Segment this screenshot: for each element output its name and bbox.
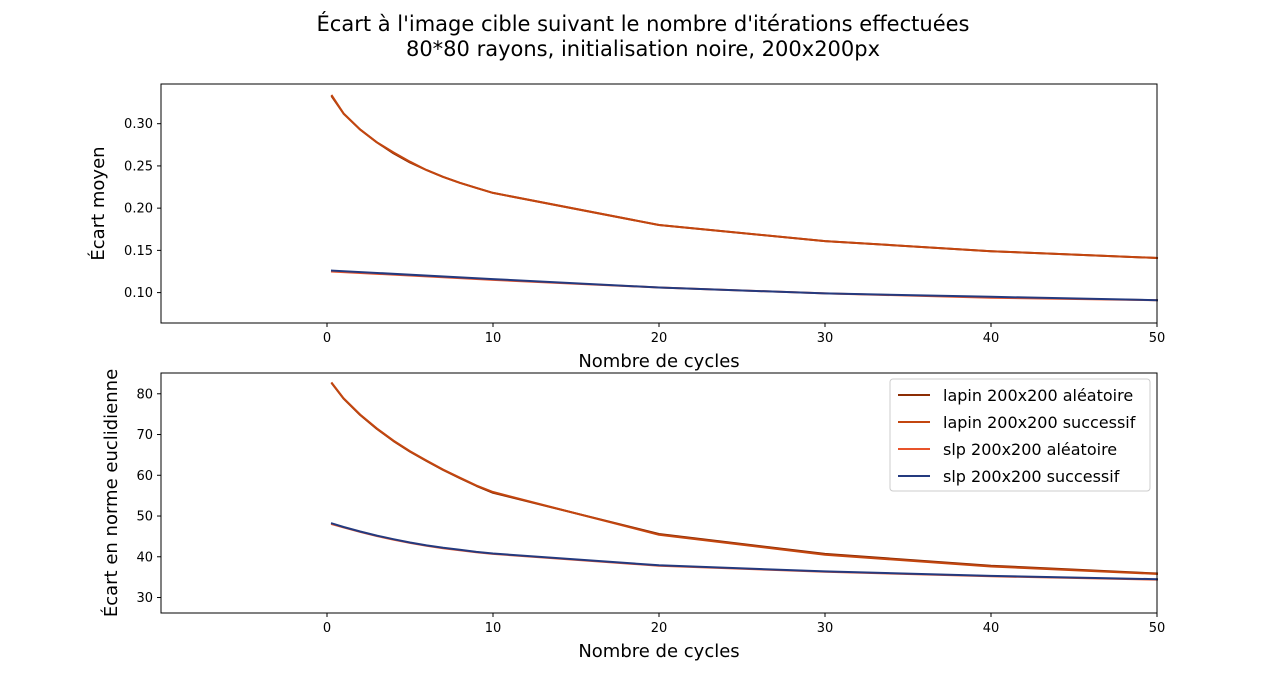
x-tick-label: 10 [485,331,502,346]
x-tick-label: 0 [323,331,331,346]
legend-label-0: lapin 200x200 aléatoire [943,386,1133,405]
top-subplot: 0 10 20 30 40 50 0.10 0.15 0.20 0.25 0.30 Nombre de… [87,83,1166,372]
series-line-0-1 [330,94,1159,260]
chart-title: Écart à l'image cible suivant le nombre … [0,12,1286,62]
y-axis-label: Écart moyen [87,146,109,260]
y-tick-label: 0.30 [124,117,153,132]
x-tick-label: 40 [983,621,1000,636]
y-tick-label: 80 [136,387,153,402]
axes-frame [160,83,1158,324]
y-tick-label: 0.25 [124,159,153,174]
legend: lapin 200x200 aléatoire lapin 200x200 suc… [889,378,1151,492]
x-tick-label: 0 [323,621,331,636]
y-tick-label: 0.10 [124,286,153,301]
x-tick-label: 10 [485,621,502,636]
chart-title-line1: Écart à l'image cible suivant le nombre … [316,12,970,36]
series-line-0-2 [330,270,1159,302]
legend-label-3: slp 200x200 successif [943,467,1120,486]
y-axis-label: Écart en norme euclidienne [100,369,122,617]
y-tick-label: 30 [136,591,153,606]
x-tick-label: 40 [983,331,1000,346]
y-tick-label: 40 [136,550,153,565]
x-axis-label: Nombre de cycles [578,351,739,372]
series-line-0-3 [330,269,1159,302]
y-tick-label: 0.20 [124,202,153,217]
y-tick-label: 0.15 [124,244,153,259]
y-tick-label: 50 [136,510,153,525]
y-tick-label: 60 [136,469,153,484]
x-tick-label: 30 [817,621,834,636]
chart-title-line2: 80*80 rayons, initialisation noire, 200x… [405,37,881,61]
legend-box [889,378,1151,492]
x-tick-label: 30 [817,331,834,346]
x-tick-label: 20 [651,331,668,346]
series-line-1-3 [330,522,1159,581]
bottom-subplot: 0 10 20 30 40 50 30 40 50 60 70 80 Nombre de cycles É… [100,369,1165,662]
y-tick-label: 70 [136,428,153,443]
series-line-1-1 [330,381,1159,575]
x-axis-label: Nombre de cycles [578,641,739,662]
legend-label-1: lapin 200x200 successif [943,413,1136,432]
axes-frame [160,372,1158,614]
x-tick-label: 50 [1149,331,1166,346]
series-line-1-2 [330,522,1159,581]
x-tick-label: 50 [1149,621,1166,636]
x-tick-label: 20 [651,621,668,636]
legend-label-2: slp 200x200 aléatoire [943,440,1117,459]
